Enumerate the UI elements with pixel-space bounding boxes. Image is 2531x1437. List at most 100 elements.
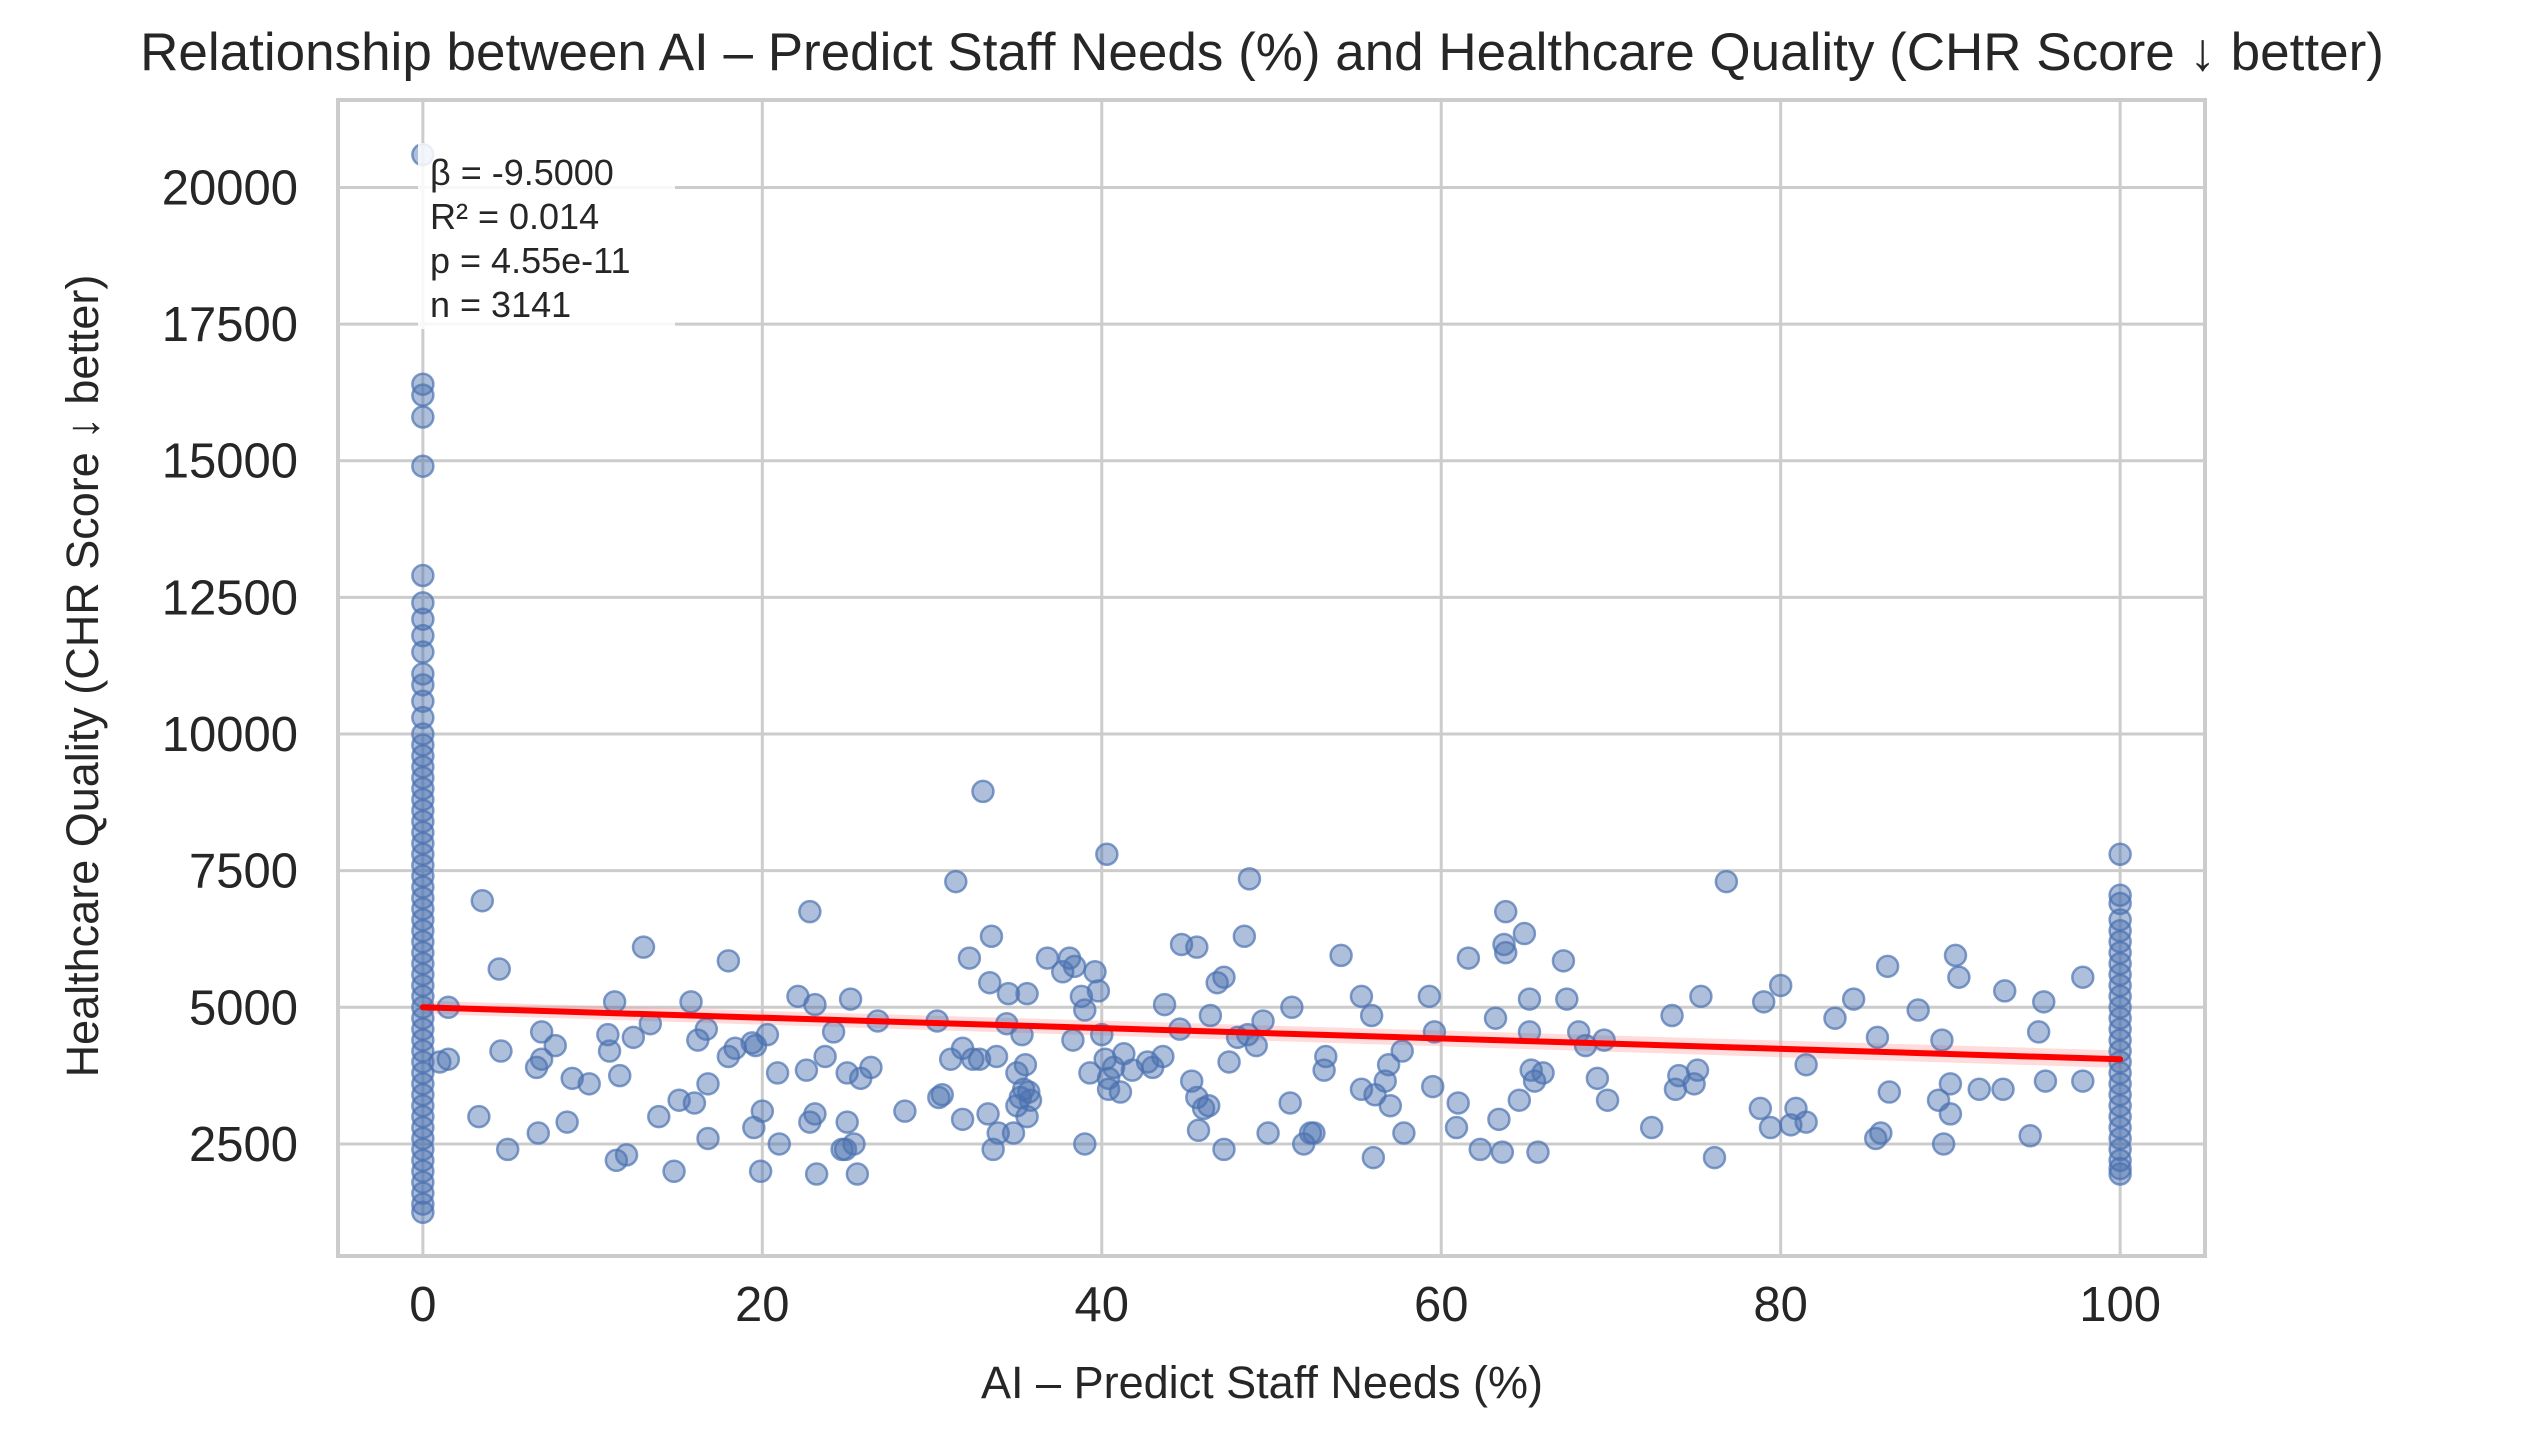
data-point (577, 1072, 601, 1096)
data-point (1751, 990, 1776, 1014)
data-point (944, 869, 968, 894)
data-point (1444, 1115, 1469, 1140)
data-point (470, 888, 495, 913)
data-point (1794, 1110, 1818, 1134)
data-point (1877, 1080, 1902, 1104)
data-point (1517, 987, 1542, 1011)
data-point (1639, 1115, 1664, 1140)
data-points (411, 142, 2132, 1225)
data-point (971, 779, 995, 804)
data-point (927, 1085, 951, 1110)
y-tick-label: 5000 (189, 981, 298, 1035)
data-point (2108, 842, 2132, 867)
data-point (978, 970, 1002, 995)
data-point (529, 1047, 554, 1071)
data-point (495, 1137, 520, 1162)
data-point (487, 957, 511, 981)
data-point (1062, 954, 1087, 979)
x-tick-label: 60 (1414, 1278, 1469, 1332)
data-point (1592, 1028, 1616, 1052)
data-point (1196, 1093, 1221, 1118)
data-point (996, 981, 1021, 1006)
data-point (1061, 1028, 1085, 1052)
stats-box-background (418, 143, 675, 329)
data-point (803, 992, 827, 1017)
data-point (607, 1063, 632, 1088)
data-point (467, 1104, 491, 1129)
data-point (961, 1047, 985, 1071)
data-point (696, 1126, 720, 1151)
data-point (1555, 987, 1579, 1011)
data-point (2108, 1162, 2132, 1186)
x-tick-label: 20 (735, 1278, 790, 1332)
data-point (1417, 984, 1442, 1009)
data-point (1456, 946, 1481, 970)
data-point (662, 1159, 686, 1184)
data-point (979, 924, 1004, 949)
data-point (1446, 1091, 1470, 1115)
data-point (411, 640, 435, 664)
data-point (1483, 1006, 1508, 1030)
data-point (411, 454, 435, 478)
x-tick-label: 0 (409, 1278, 436, 1332)
data-point (1302, 1121, 1326, 1145)
data-point (1152, 992, 1177, 1017)
data-point (1522, 1069, 1547, 1093)
data-point (1244, 1033, 1268, 1058)
y-tick-labels: 2500 5000 7500 10000 12500 15000 17500 20000 (162, 161, 298, 1172)
data-point (1083, 960, 1107, 984)
data-point (1359, 1003, 1384, 1028)
data-point (1947, 965, 1971, 989)
data-point (967, 1047, 992, 1071)
stats-line: p = 4.55e-11 (430, 240, 631, 281)
chart-title: Relationship between AI – Predict Staff … (140, 23, 2384, 82)
data-point (1314, 1044, 1338, 1069)
data-point (1714, 869, 1739, 894)
y-tick-label: 20000 (162, 161, 298, 215)
data-point (748, 1159, 773, 1184)
data-point (647, 1104, 671, 1129)
data-point (803, 1102, 827, 1126)
data-point (411, 591, 435, 615)
data-point (1349, 1077, 1374, 1102)
data-point (1018, 1088, 1043, 1112)
data-point (813, 1044, 837, 1069)
regression-line (419, 1004, 2124, 1063)
data-point (2026, 1020, 2051, 1044)
data-point (842, 1132, 866, 1156)
data-point (1492, 932, 1516, 957)
data-point (1015, 981, 1039, 1006)
data-point (1487, 1107, 1511, 1132)
data-point (1217, 1050, 1241, 1074)
data-point (411, 1200, 435, 1225)
data-point (1108, 1080, 1133, 1104)
data-point (1869, 1121, 1893, 1145)
data-point (1595, 1088, 1620, 1112)
data-point (543, 1033, 568, 1058)
data-point (1938, 1102, 1963, 1126)
data-point (1329, 943, 1353, 968)
data-point (1232, 924, 1257, 949)
data-point (1875, 954, 1900, 979)
data-point (411, 689, 435, 713)
data-point (1251, 1009, 1275, 1033)
data-point (2071, 1069, 2095, 1093)
data-point (1660, 1003, 1684, 1028)
data-point (804, 1162, 829, 1186)
data-point (1906, 998, 1930, 1022)
x-tick-labels: 0 20 40 60 80 100 (409, 1278, 2161, 1332)
y-tick-label: 10000 (162, 708, 298, 762)
data-point (1212, 965, 1236, 989)
data-point (1256, 1121, 1280, 1145)
data-point (1278, 1091, 1302, 1115)
data-point (1086, 979, 1111, 1003)
data-point (1865, 1025, 1890, 1050)
data-point (1991, 1077, 2015, 1102)
data-point (1992, 979, 2017, 1003)
data-point (1013, 1052, 1038, 1077)
data-point (1280, 995, 1304, 1020)
data-point (767, 1132, 792, 1156)
data-point (631, 935, 656, 959)
data-point (1682, 1072, 1706, 1096)
data-point (1490, 1140, 1515, 1164)
